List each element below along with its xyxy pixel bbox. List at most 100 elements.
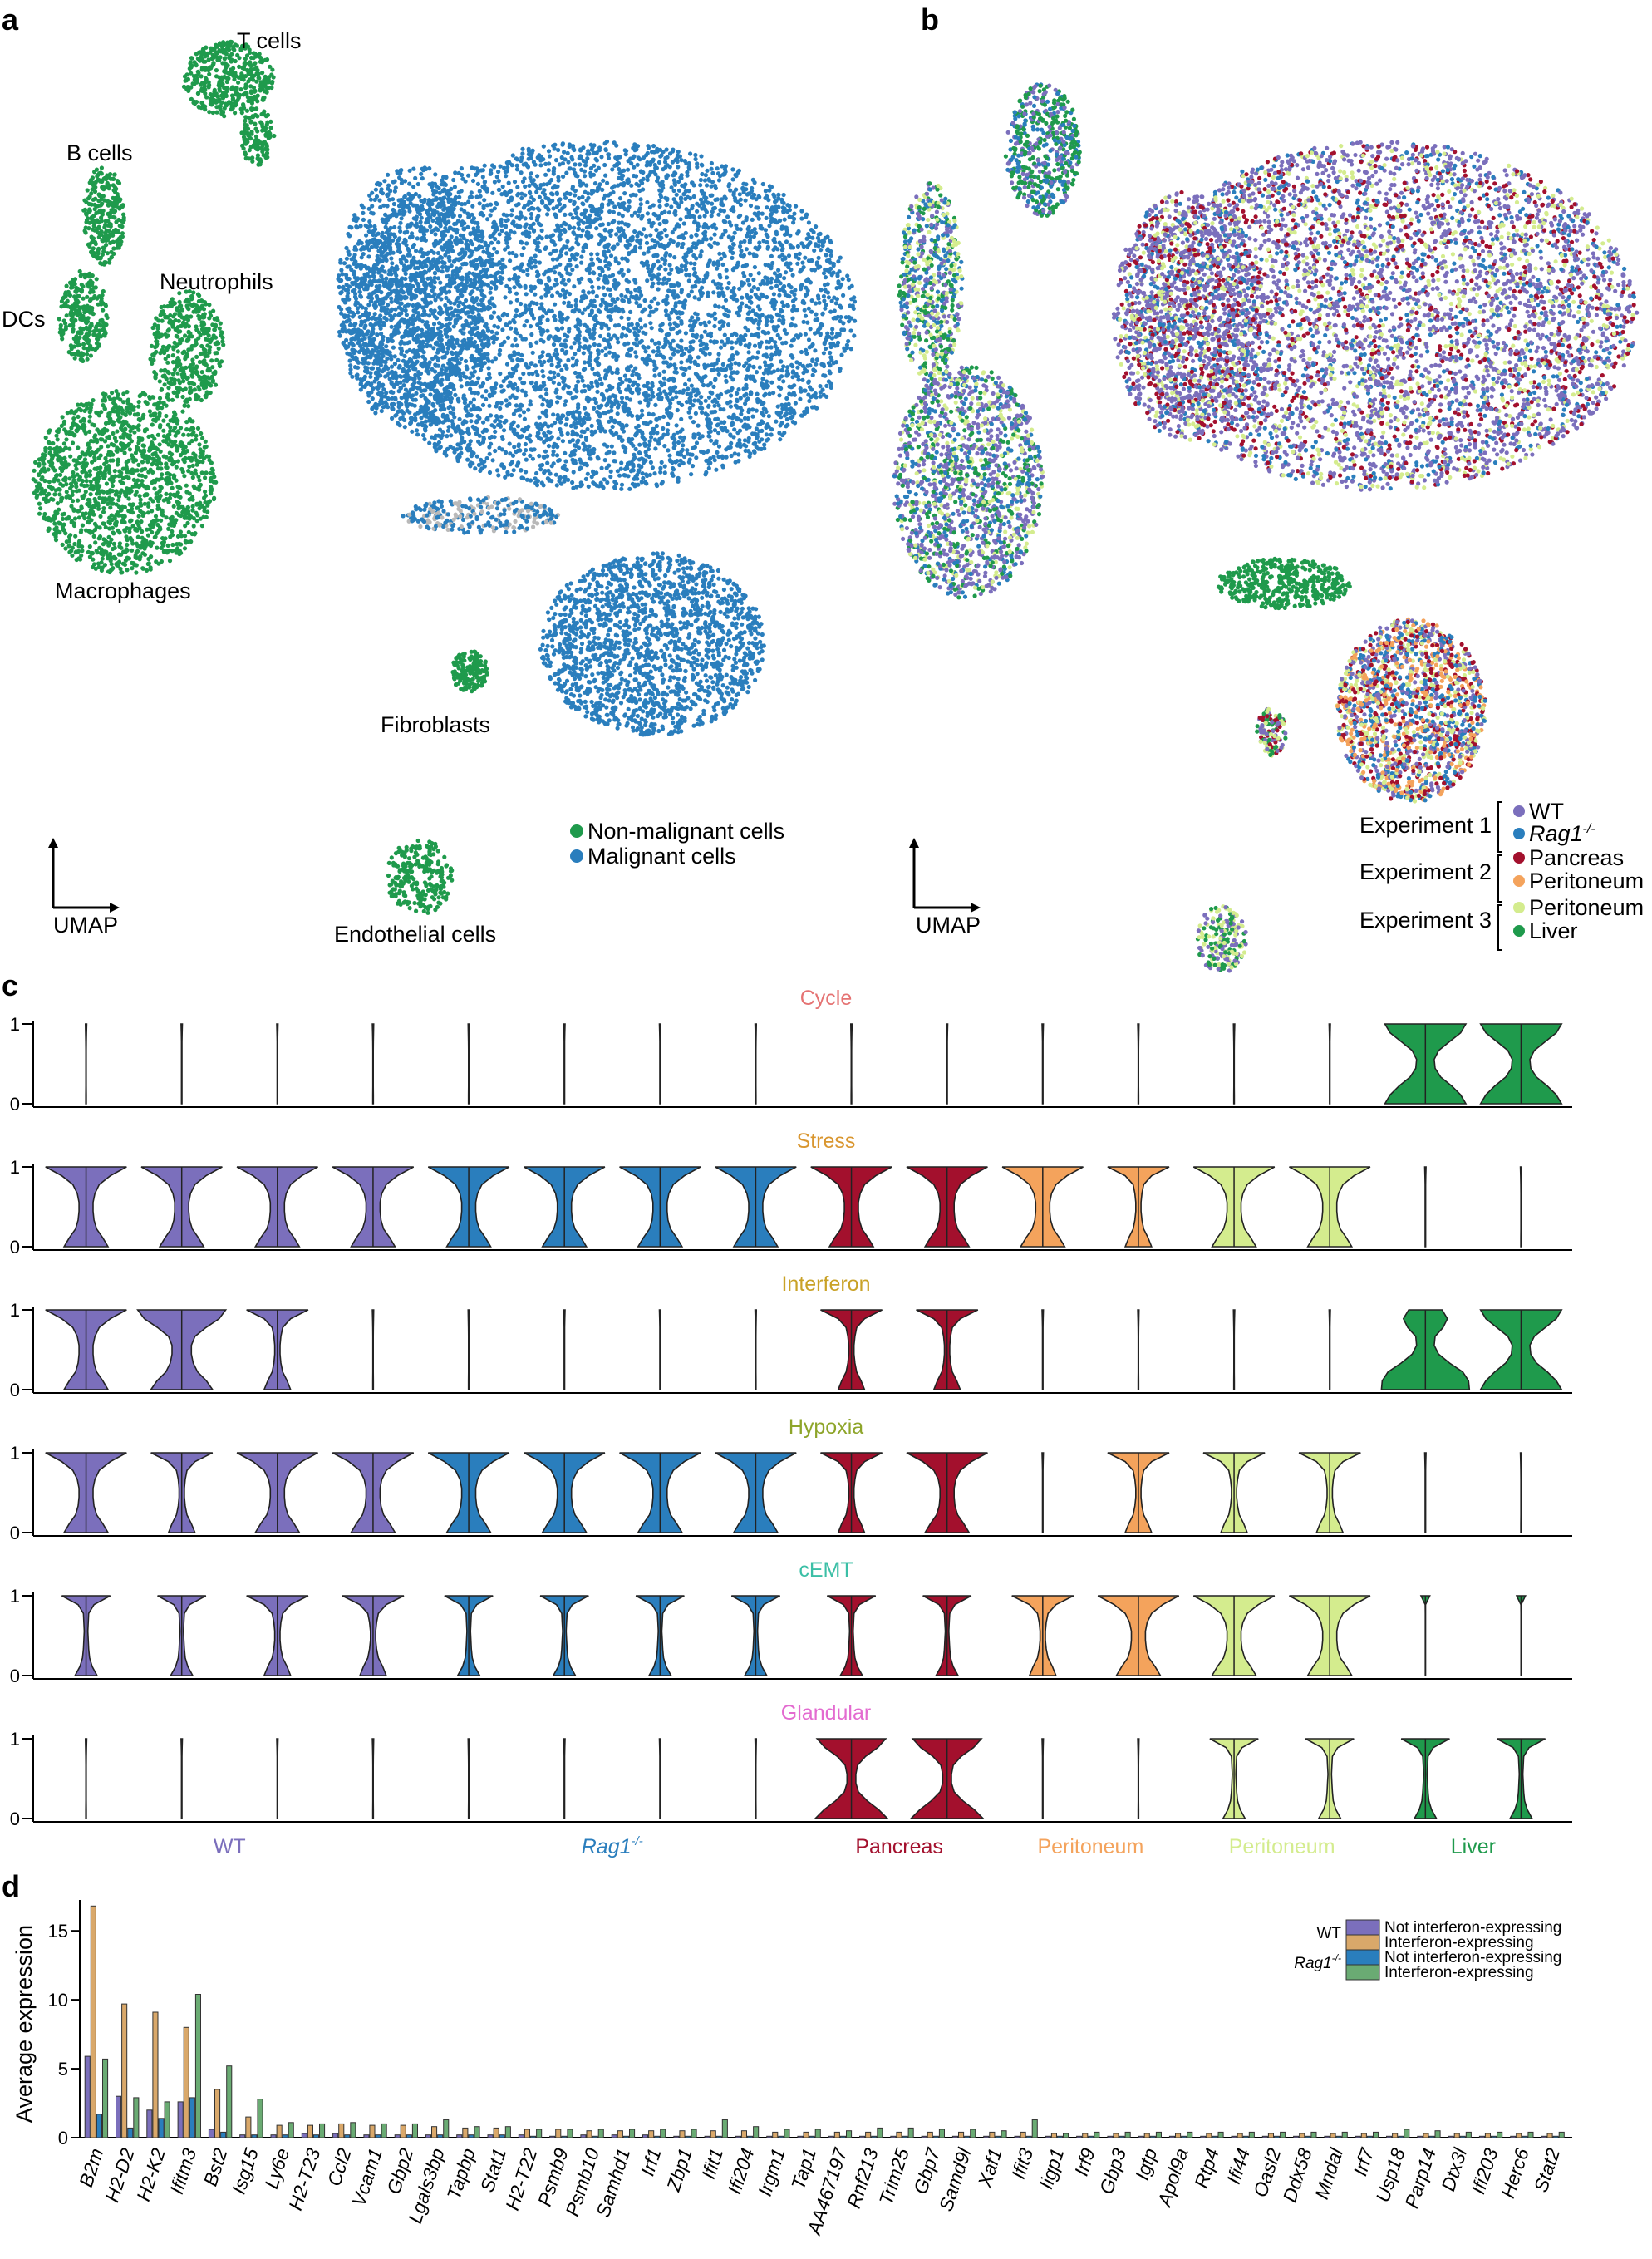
bar — [1541, 2136, 1546, 2138]
legend-dot-peritoneum-2 — [1513, 875, 1525, 887]
bar — [649, 2131, 654, 2138]
bar — [748, 2136, 753, 2138]
bar-y-tick: 0 — [58, 2128, 68, 2148]
bar — [1355, 2136, 1360, 2138]
bar — [996, 2136, 1001, 2138]
bar — [339, 2124, 344, 2138]
bar — [1182, 2136, 1187, 2138]
gene-label: Ifi203 — [1467, 2145, 1502, 2197]
bar — [1089, 2136, 1094, 2138]
bar — [710, 2131, 715, 2138]
y-tick-1: 1 — [10, 1729, 20, 1750]
bar — [784, 2129, 789, 2138]
y-tick-1: 1 — [10, 1586, 20, 1607]
label-dcs: DCs — [2, 307, 46, 332]
bar — [1119, 2136, 1124, 2138]
legend-dot-liver — [1513, 925, 1525, 937]
bar — [897, 2132, 902, 2138]
bar — [556, 2129, 561, 2138]
bar — [116, 2096, 121, 2138]
program-title: cEMT — [799, 1558, 853, 1582]
experiment-1-label: Experiment 1 — [1359, 813, 1492, 838]
panel-b: b UMAP Experiment 1 Experiment 2 Experim… — [892, 2, 1644, 973]
bar — [933, 2136, 938, 2138]
gene-label: Iigp1 — [1035, 2146, 1068, 2192]
bar — [1237, 2134, 1242, 2138]
bar-y-tick: 5 — [58, 2059, 68, 2079]
bar — [716, 2136, 721, 2138]
bar — [661, 2129, 666, 2138]
bar — [1077, 2136, 1082, 2138]
bar — [1423, 2134, 1428, 2138]
cluster-gray-strip — [401, 495, 561, 535]
bar — [1294, 2136, 1299, 2138]
bar-y-tick: 10 — [48, 1990, 68, 2010]
bar — [1083, 2134, 1088, 2138]
bar-legend-swatch — [1346, 1920, 1379, 1935]
bar — [1479, 2136, 1484, 2138]
bar — [195, 1995, 200, 2138]
bar — [1393, 2134, 1398, 2138]
bar — [984, 2136, 989, 2138]
b-cluster-top — [1004, 82, 1082, 218]
bar — [103, 2059, 108, 2138]
bar — [1311, 2132, 1316, 2138]
bar — [860, 2136, 865, 2138]
bar — [1045, 2136, 1050, 2138]
bar — [735, 2136, 740, 2138]
bar-legend-swatch — [1346, 1965, 1379, 1980]
bar — [1201, 2136, 1206, 2138]
bar — [581, 2135, 586, 2138]
bar — [376, 2135, 381, 2138]
y-tick-1: 1 — [10, 1443, 20, 1464]
gene-label: Bst2 — [199, 2145, 232, 2188]
b-cluster-green-strip — [1217, 557, 1352, 610]
bar — [691, 2129, 696, 2138]
gene-label: Irgm1 — [754, 2146, 789, 2199]
bar — [847, 2131, 852, 2138]
bar — [165, 2102, 170, 2138]
bar — [741, 2131, 746, 2138]
bar — [872, 2136, 877, 2138]
gene-label: Irf9 — [1070, 2145, 1099, 2178]
bar — [1305, 2136, 1310, 2138]
bar — [1243, 2136, 1248, 2138]
bar — [1051, 2134, 1056, 2138]
legend-dot-malignant — [570, 849, 583, 863]
bar — [773, 2132, 778, 2138]
legend-rag1: Rag1-/- — [1529, 821, 1595, 846]
panel-b-label: b — [921, 2, 939, 37]
bar — [866, 2132, 871, 2138]
bar — [965, 2136, 970, 2138]
label-b-cells: B cells — [66, 140, 133, 165]
gene-label: B2m — [75, 2146, 107, 2190]
legend-dot-non-malignant — [570, 824, 583, 838]
bar — [395, 2135, 400, 2138]
b-cluster-left-upper — [897, 181, 965, 383]
bar — [1429, 2136, 1434, 2138]
bar — [959, 2132, 964, 2138]
bar — [809, 2136, 814, 2138]
gene-label: Igtp — [1131, 2145, 1162, 2183]
bar — [258, 2099, 263, 2138]
cluster-fibroblasts — [450, 650, 489, 694]
program-title: Cycle — [800, 987, 853, 1010]
bar — [1528, 2132, 1533, 2138]
panel-a: a T cells B cells Neutrophils DCs Macrop… — [2, 2, 857, 947]
gene-label: Gbp2 — [382, 2145, 417, 2197]
bar — [425, 2135, 430, 2138]
legend-wt: WT — [1529, 799, 1564, 824]
umap-b-axes-icon — [909, 838, 981, 913]
bar — [1522, 2136, 1527, 2138]
gene-label: Dtx3l — [1437, 2145, 1471, 2194]
bar — [902, 2136, 907, 2138]
bar — [623, 2136, 628, 2138]
gene-label: Ifi44 — [1222, 2146, 1254, 2187]
experiment-2-label: Experiment 2 — [1359, 859, 1492, 884]
bar — [1281, 2132, 1286, 2138]
gene-label: Tapbp — [443, 2145, 479, 2202]
bar-y-axis-label: Average expression — [12, 1925, 37, 2123]
experiment-3-label: Experiment 3 — [1359, 908, 1492, 933]
